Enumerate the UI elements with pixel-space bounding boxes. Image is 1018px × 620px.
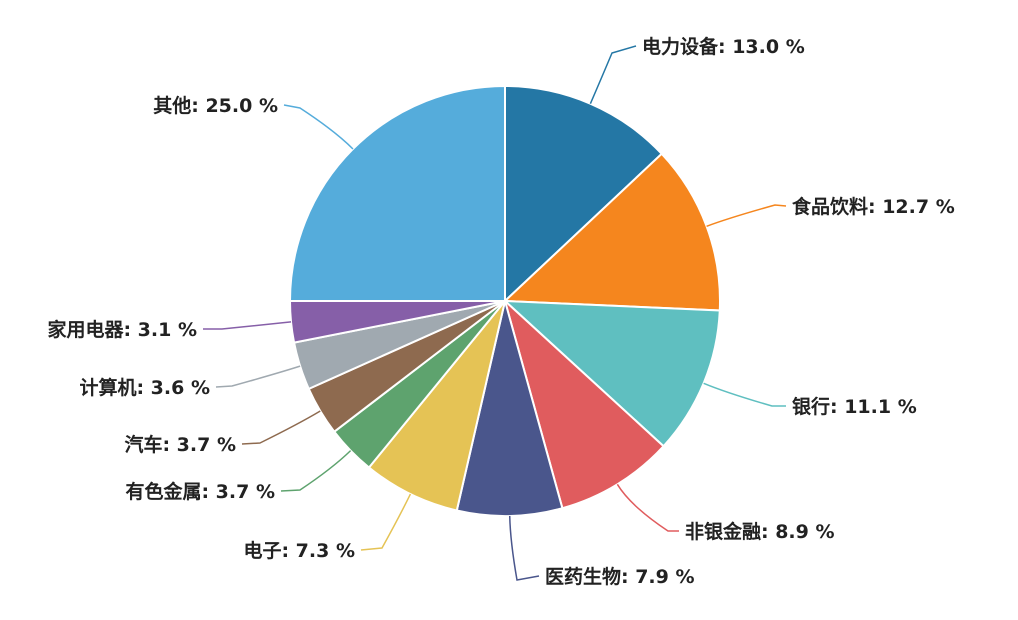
pie-slice [455,300,564,517]
slice-label: 其他: 25.0 % [153,94,278,117]
leader-line [706,204,787,227]
leader-line [360,493,412,551]
leader-line [508,515,540,581]
leader-line [241,410,321,445]
slice-label: 电力设备: 13.0 % [642,35,805,58]
leader-line [203,321,292,330]
slice-label: 有色金属: 3.7 % [125,480,275,503]
leader-line [589,45,637,104]
leader-line [280,450,352,492]
slice-labels: 电力设备: 13.0 % 食品饮料: 12.7 % 银行: 11.1 % 非银金融: … [47,35,954,588]
leader-line [283,104,354,150]
pie-slice [367,300,506,512]
slice-label: 医药生物: 7.9 % [545,565,695,588]
slice-label: 家用电器: 3.1 % [47,318,197,341]
leader-line [616,483,679,532]
slice-label: 食品饮料: 12.7 % [792,195,955,218]
pie-slice [503,297,665,510]
slice-label: 非银金融: 8.9 % [685,520,835,543]
leader-line [703,382,786,407]
pie-slice [504,84,664,304]
pie-slice [502,299,721,448]
pie-slice [288,84,506,302]
slice-label: 汽车: 3.7 % [124,433,236,456]
leader-lines [203,45,787,581]
slice-label: 银行: 11.1 % [792,395,917,418]
pie-slice [502,152,721,312]
pie-slices [288,84,721,517]
leader-line [215,365,301,388]
slice-label: 计算机: 3.6 % [79,376,210,399]
slice-label: 电子: 7.3 % [243,539,355,562]
